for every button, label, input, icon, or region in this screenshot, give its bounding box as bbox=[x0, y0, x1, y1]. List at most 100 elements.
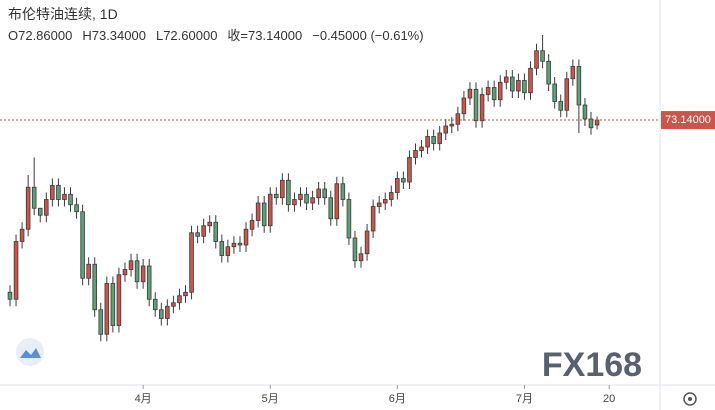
candle-body bbox=[201, 225, 206, 237]
candle-body bbox=[455, 113, 461, 125]
candle-body bbox=[413, 150, 418, 158]
candle-body bbox=[352, 237, 358, 262]
candle-body bbox=[292, 199, 297, 206]
candle-body bbox=[546, 60, 551, 85]
candle-body bbox=[437, 132, 442, 144]
candle-body bbox=[80, 211, 85, 279]
candle-body bbox=[225, 246, 231, 256]
candle-body bbox=[62, 193, 67, 200]
symbol-title: 布伦特油连续, 1D bbox=[8, 6, 118, 22]
legend-value: 收=73.14000 bbox=[227, 28, 303, 43]
last-price-label: 73.14000 bbox=[665, 114, 711, 126]
candle-body bbox=[152, 298, 158, 311]
candle-body bbox=[491, 87, 497, 101]
candle-body bbox=[280, 179, 285, 199]
candle-body bbox=[219, 241, 225, 256]
candle-body bbox=[497, 81, 503, 101]
candle-body bbox=[7, 291, 13, 300]
settings-icon[interactable] bbox=[683, 392, 697, 406]
candle-body bbox=[286, 179, 291, 206]
candle-body bbox=[461, 97, 467, 115]
candle-body bbox=[425, 136, 430, 148]
candle-body bbox=[298, 193, 303, 200]
candle-body bbox=[516, 80, 521, 92]
candle-body bbox=[334, 183, 340, 220]
candle-body bbox=[364, 230, 370, 255]
candle-body bbox=[50, 185, 55, 200]
candle-body bbox=[267, 193, 273, 227]
candle-body bbox=[322, 188, 327, 199]
candle-body bbox=[243, 228, 249, 246]
candle-body bbox=[128, 260, 134, 270]
candle-body bbox=[159, 309, 164, 319]
candle-body bbox=[558, 101, 564, 111]
last-price-tag bbox=[661, 111, 715, 130]
candle-body bbox=[31, 186, 37, 209]
candle-body bbox=[237, 242, 243, 246]
x-tick-label: 4月 bbox=[135, 393, 152, 405]
candle-body bbox=[503, 76, 509, 83]
candle-body bbox=[576, 66, 582, 106]
candle-body bbox=[207, 221, 212, 227]
candle-body bbox=[407, 157, 412, 183]
candle-body bbox=[177, 295, 182, 304]
candle-body bbox=[443, 125, 449, 134]
candle-body bbox=[19, 228, 25, 242]
candle-body bbox=[540, 50, 545, 62]
candle-body bbox=[122, 269, 128, 276]
candle-body bbox=[274, 193, 279, 199]
candle-body bbox=[522, 80, 527, 94]
candle-body bbox=[395, 178, 400, 193]
candle-body bbox=[171, 302, 176, 307]
candle-body bbox=[74, 204, 79, 213]
candle-body bbox=[213, 221, 219, 242]
candle-body bbox=[389, 192, 394, 200]
candle-body bbox=[110, 283, 116, 326]
logo-icon bbox=[16, 338, 44, 366]
candle-body bbox=[25, 186, 31, 230]
candle-body bbox=[195, 232, 200, 237]
candle-body bbox=[346, 199, 352, 239]
candle-body bbox=[467, 88, 473, 99]
candle-body bbox=[582, 104, 588, 120]
candle-body bbox=[249, 220, 255, 230]
candle-body bbox=[431, 136, 436, 144]
legend-value: O72.86000 bbox=[8, 28, 73, 43]
candle-body bbox=[376, 202, 382, 207]
candle-body bbox=[401, 178, 406, 183]
candle-body bbox=[485, 87, 491, 95]
candle-body bbox=[304, 193, 309, 204]
candle-body bbox=[68, 193, 73, 206]
ohlc-legend: O72.86000 H73.34000 L72.60000 收=73.14000 −0.… bbox=[8, 25, 434, 44]
candle-body bbox=[449, 123, 455, 127]
candle-body bbox=[594, 119, 600, 126]
legend-value: H73.34000 bbox=[82, 28, 146, 43]
candle-body bbox=[86, 263, 91, 279]
candle-body bbox=[104, 283, 110, 335]
candle-body bbox=[316, 188, 321, 199]
candle-body bbox=[134, 260, 140, 283]
candle-body bbox=[146, 265, 152, 300]
candle-body bbox=[588, 118, 594, 129]
candle-body bbox=[183, 291, 188, 297]
candle-body bbox=[140, 265, 146, 283]
watermark: FX168 bbox=[542, 346, 642, 384]
candle-body bbox=[370, 206, 376, 232]
x-tick-label: 6月 bbox=[389, 393, 406, 405]
candle-body bbox=[98, 309, 104, 335]
candle-body bbox=[382, 199, 388, 204]
x-tick-label: 7月 bbox=[516, 393, 533, 405]
candle-body bbox=[165, 305, 170, 319]
legend-value: L72.60000 bbox=[155, 28, 218, 43]
candle-body bbox=[552, 83, 557, 102]
candle-body bbox=[231, 242, 237, 248]
candle-body bbox=[44, 199, 49, 216]
candle-body bbox=[564, 78, 570, 111]
candle-body bbox=[528, 67, 533, 94]
candle-body bbox=[37, 207, 43, 216]
candle-body bbox=[419, 146, 424, 151]
header-title[interactable]: 布伦特油连续, 1D bbox=[8, 4, 128, 24]
candle-body bbox=[570, 66, 576, 80]
